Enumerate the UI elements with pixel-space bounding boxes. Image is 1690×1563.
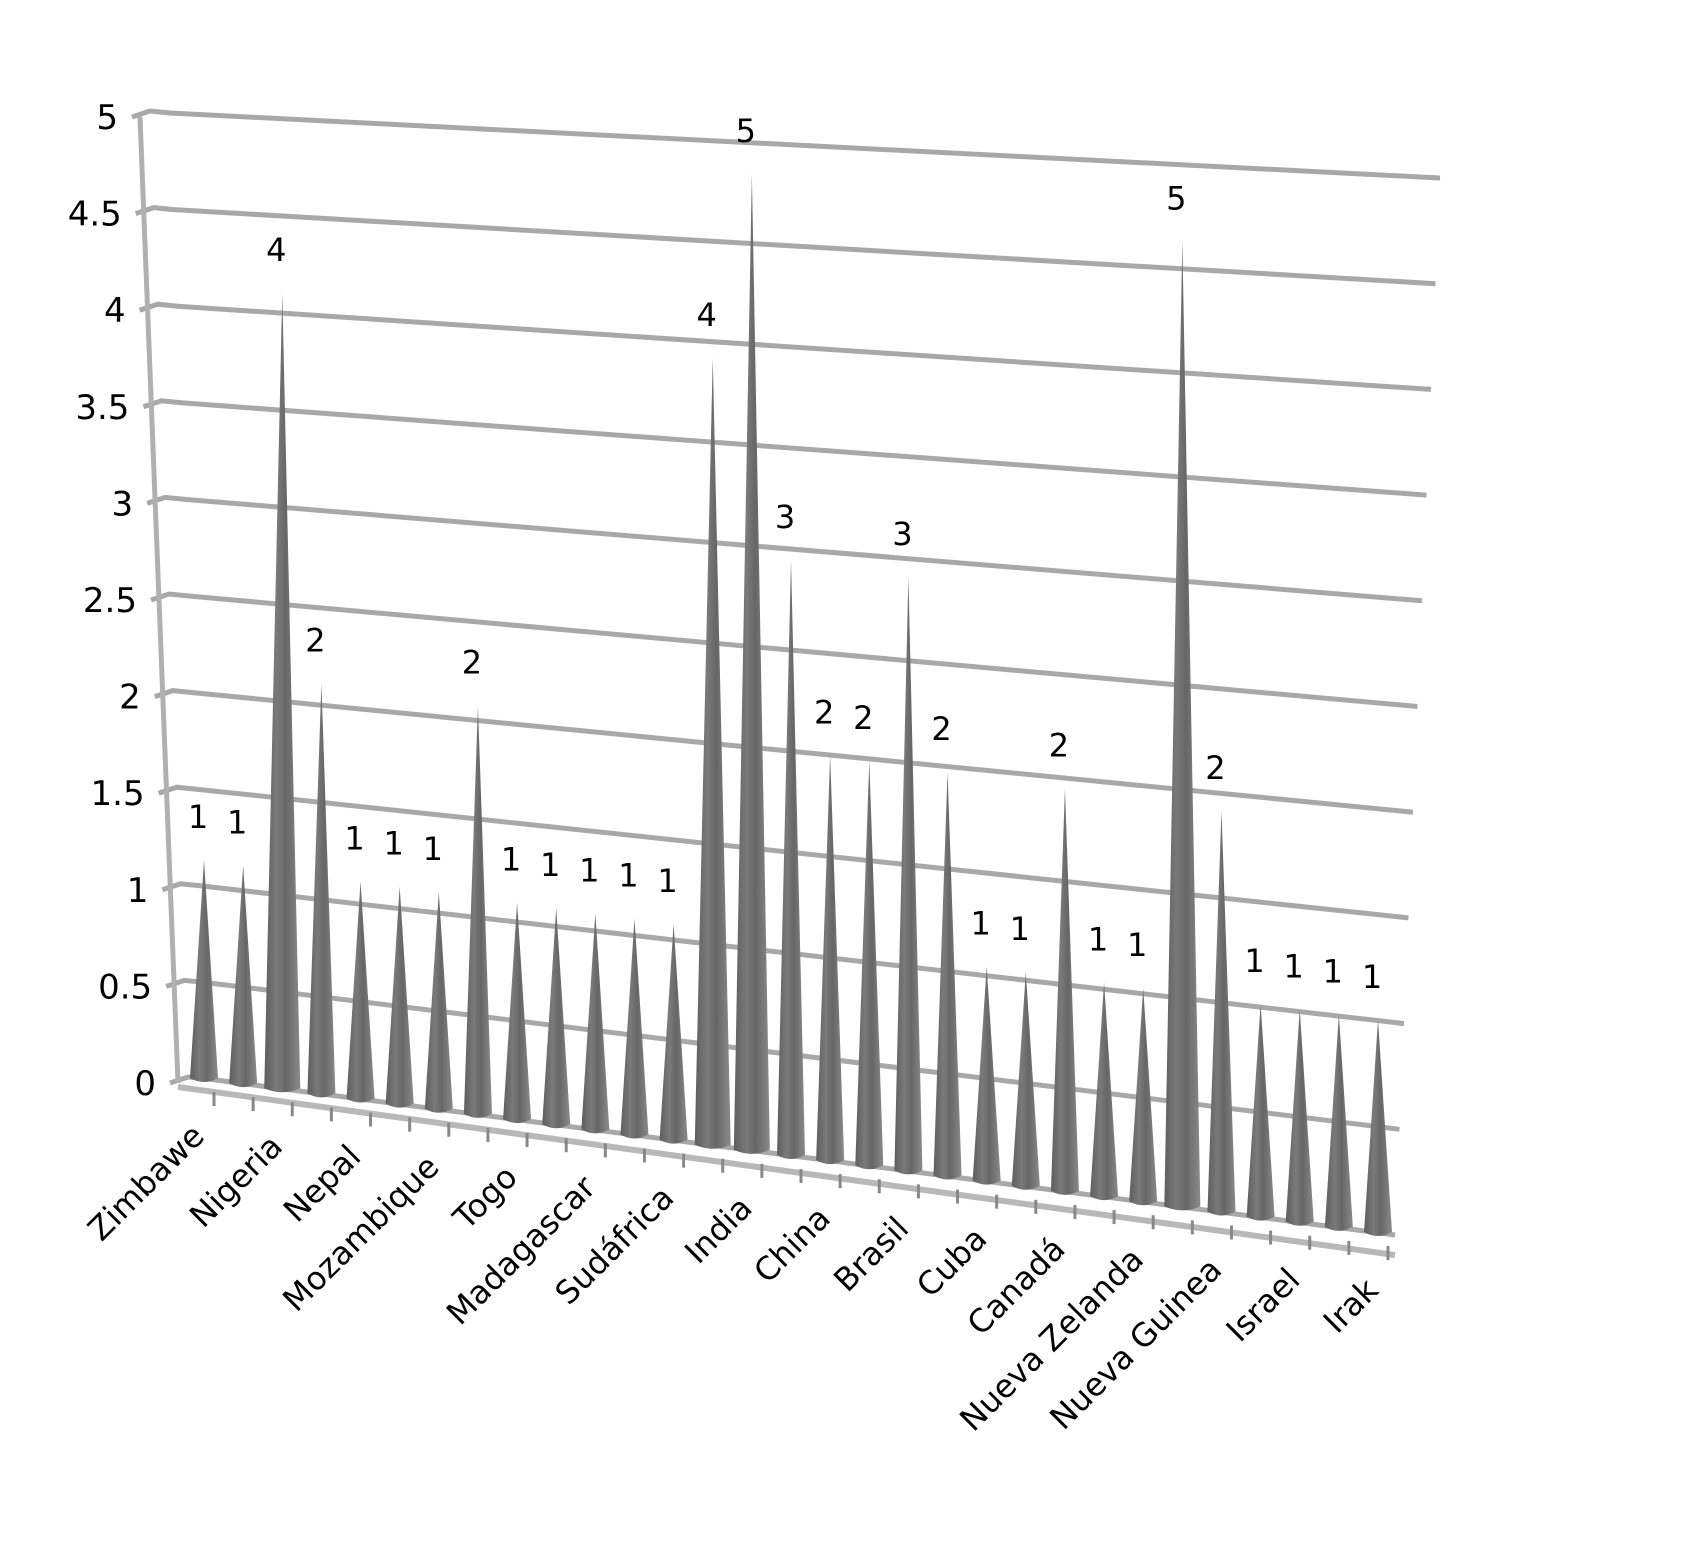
x-category-label: Togo	[445, 1158, 525, 1238]
data-label: 1	[423, 830, 443, 868]
cone	[542, 908, 571, 1129]
cone	[620, 918, 649, 1139]
data-label: 1	[1244, 942, 1264, 980]
y-tick-label: 4	[104, 291, 126, 331]
data-label: 1	[501, 841, 521, 879]
cone	[424, 892, 453, 1113]
data-label: 3	[775, 498, 795, 536]
y-tick-label: 1	[127, 871, 149, 911]
cone	[933, 772, 962, 1180]
gridline	[150, 591, 1418, 709]
cone	[229, 865, 258, 1088]
gridline	[135, 205, 1436, 287]
cone-series	[190, 173, 1392, 1236]
data-label: 1	[227, 803, 247, 841]
x-category-label: India	[677, 1189, 759, 1271]
cone	[1285, 1009, 1314, 1226]
data-label: 1	[344, 819, 364, 857]
y-axis-ticks: 0 0.5 1 1.5 2 2.5 3 3.5 4 4.5 5	[68, 98, 156, 1104]
cone	[1324, 1014, 1353, 1231]
x-category-label: Cuba	[909, 1219, 994, 1304]
y-tick-label: 5	[96, 98, 118, 138]
cone	[777, 560, 805, 1159]
cone	[1246, 1004, 1275, 1221]
data-label: 5	[736, 112, 756, 150]
cone	[855, 761, 884, 1170]
cone	[816, 755, 845, 1165]
cone	[264, 292, 301, 1093]
data-label: 4	[266, 231, 286, 269]
cone	[659, 924, 688, 1144]
cone	[503, 902, 532, 1124]
data-label: 1	[1323, 953, 1343, 991]
data-label: 1	[540, 846, 560, 884]
cone	[190, 860, 218, 1082]
gridline	[138, 301, 1432, 392]
cone	[1164, 241, 1201, 1211]
cone	[1129, 988, 1158, 1206]
cone	[307, 683, 336, 1098]
axes	[137, 116, 1396, 1260]
data-label: 1	[1010, 910, 1030, 948]
data-label: 2	[1205, 749, 1225, 787]
x-category-label: Irak	[1316, 1270, 1386, 1340]
data-label: 1	[1362, 958, 1382, 996]
y-tick-label: 3.5	[75, 388, 129, 428]
cone	[894, 577, 923, 1175]
y-tick-label: 3	[112, 484, 134, 524]
cone	[972, 966, 1001, 1185]
cone	[385, 886, 414, 1108]
gridline	[131, 108, 1441, 181]
data-label: 2	[814, 694, 834, 732]
data-label: 1	[1088, 921, 1108, 959]
y-tick-label: 0	[134, 1064, 156, 1104]
data-label: 1	[579, 851, 599, 889]
data-label: 3	[892, 515, 912, 553]
y-tick-label: 2.5	[83, 581, 137, 621]
cone	[1011, 972, 1040, 1190]
data-label: 1	[1284, 947, 1304, 985]
cone	[1207, 810, 1236, 1216]
x-category-label: Brasil	[826, 1209, 916, 1299]
data-label: 1	[383, 825, 403, 863]
data-label: 1	[970, 905, 990, 943]
y-tick-label: 2	[119, 678, 141, 718]
data-label: 1	[188, 798, 208, 836]
x-category-label: Mozambique	[275, 1148, 446, 1319]
cone	[463, 705, 492, 1118]
x-category-label: China	[746, 1199, 838, 1291]
cone	[1364, 1020, 1392, 1236]
data-label: 2	[305, 622, 325, 660]
data-label: 4	[697, 296, 717, 334]
data-label: 1	[618, 857, 638, 895]
x-category-label: Zimbawe	[80, 1117, 211, 1248]
cone	[733, 173, 770, 1154]
data-label: 1	[657, 862, 677, 900]
cone	[346, 881, 375, 1103]
y-axis-line	[137, 116, 181, 1084]
cone	[1090, 982, 1119, 1201]
data-label: 2	[462, 644, 482, 682]
gridline	[142, 398, 1427, 498]
data-label: 1	[1127, 926, 1147, 964]
cone	[581, 913, 610, 1134]
cone	[694, 358, 731, 1149]
cone	[1050, 788, 1079, 1195]
y-tick-label: 4.5	[68, 195, 122, 235]
data-label: 2	[931, 710, 951, 748]
x-category-label: Israel	[1219, 1261, 1308, 1350]
y-tick-label: 1.5	[91, 774, 145, 814]
y-tick-label: 0.5	[98, 967, 152, 1007]
data-label: 2	[1049, 727, 1069, 765]
data-label: 5	[1166, 179, 1186, 217]
data-label: 2	[853, 699, 873, 737]
